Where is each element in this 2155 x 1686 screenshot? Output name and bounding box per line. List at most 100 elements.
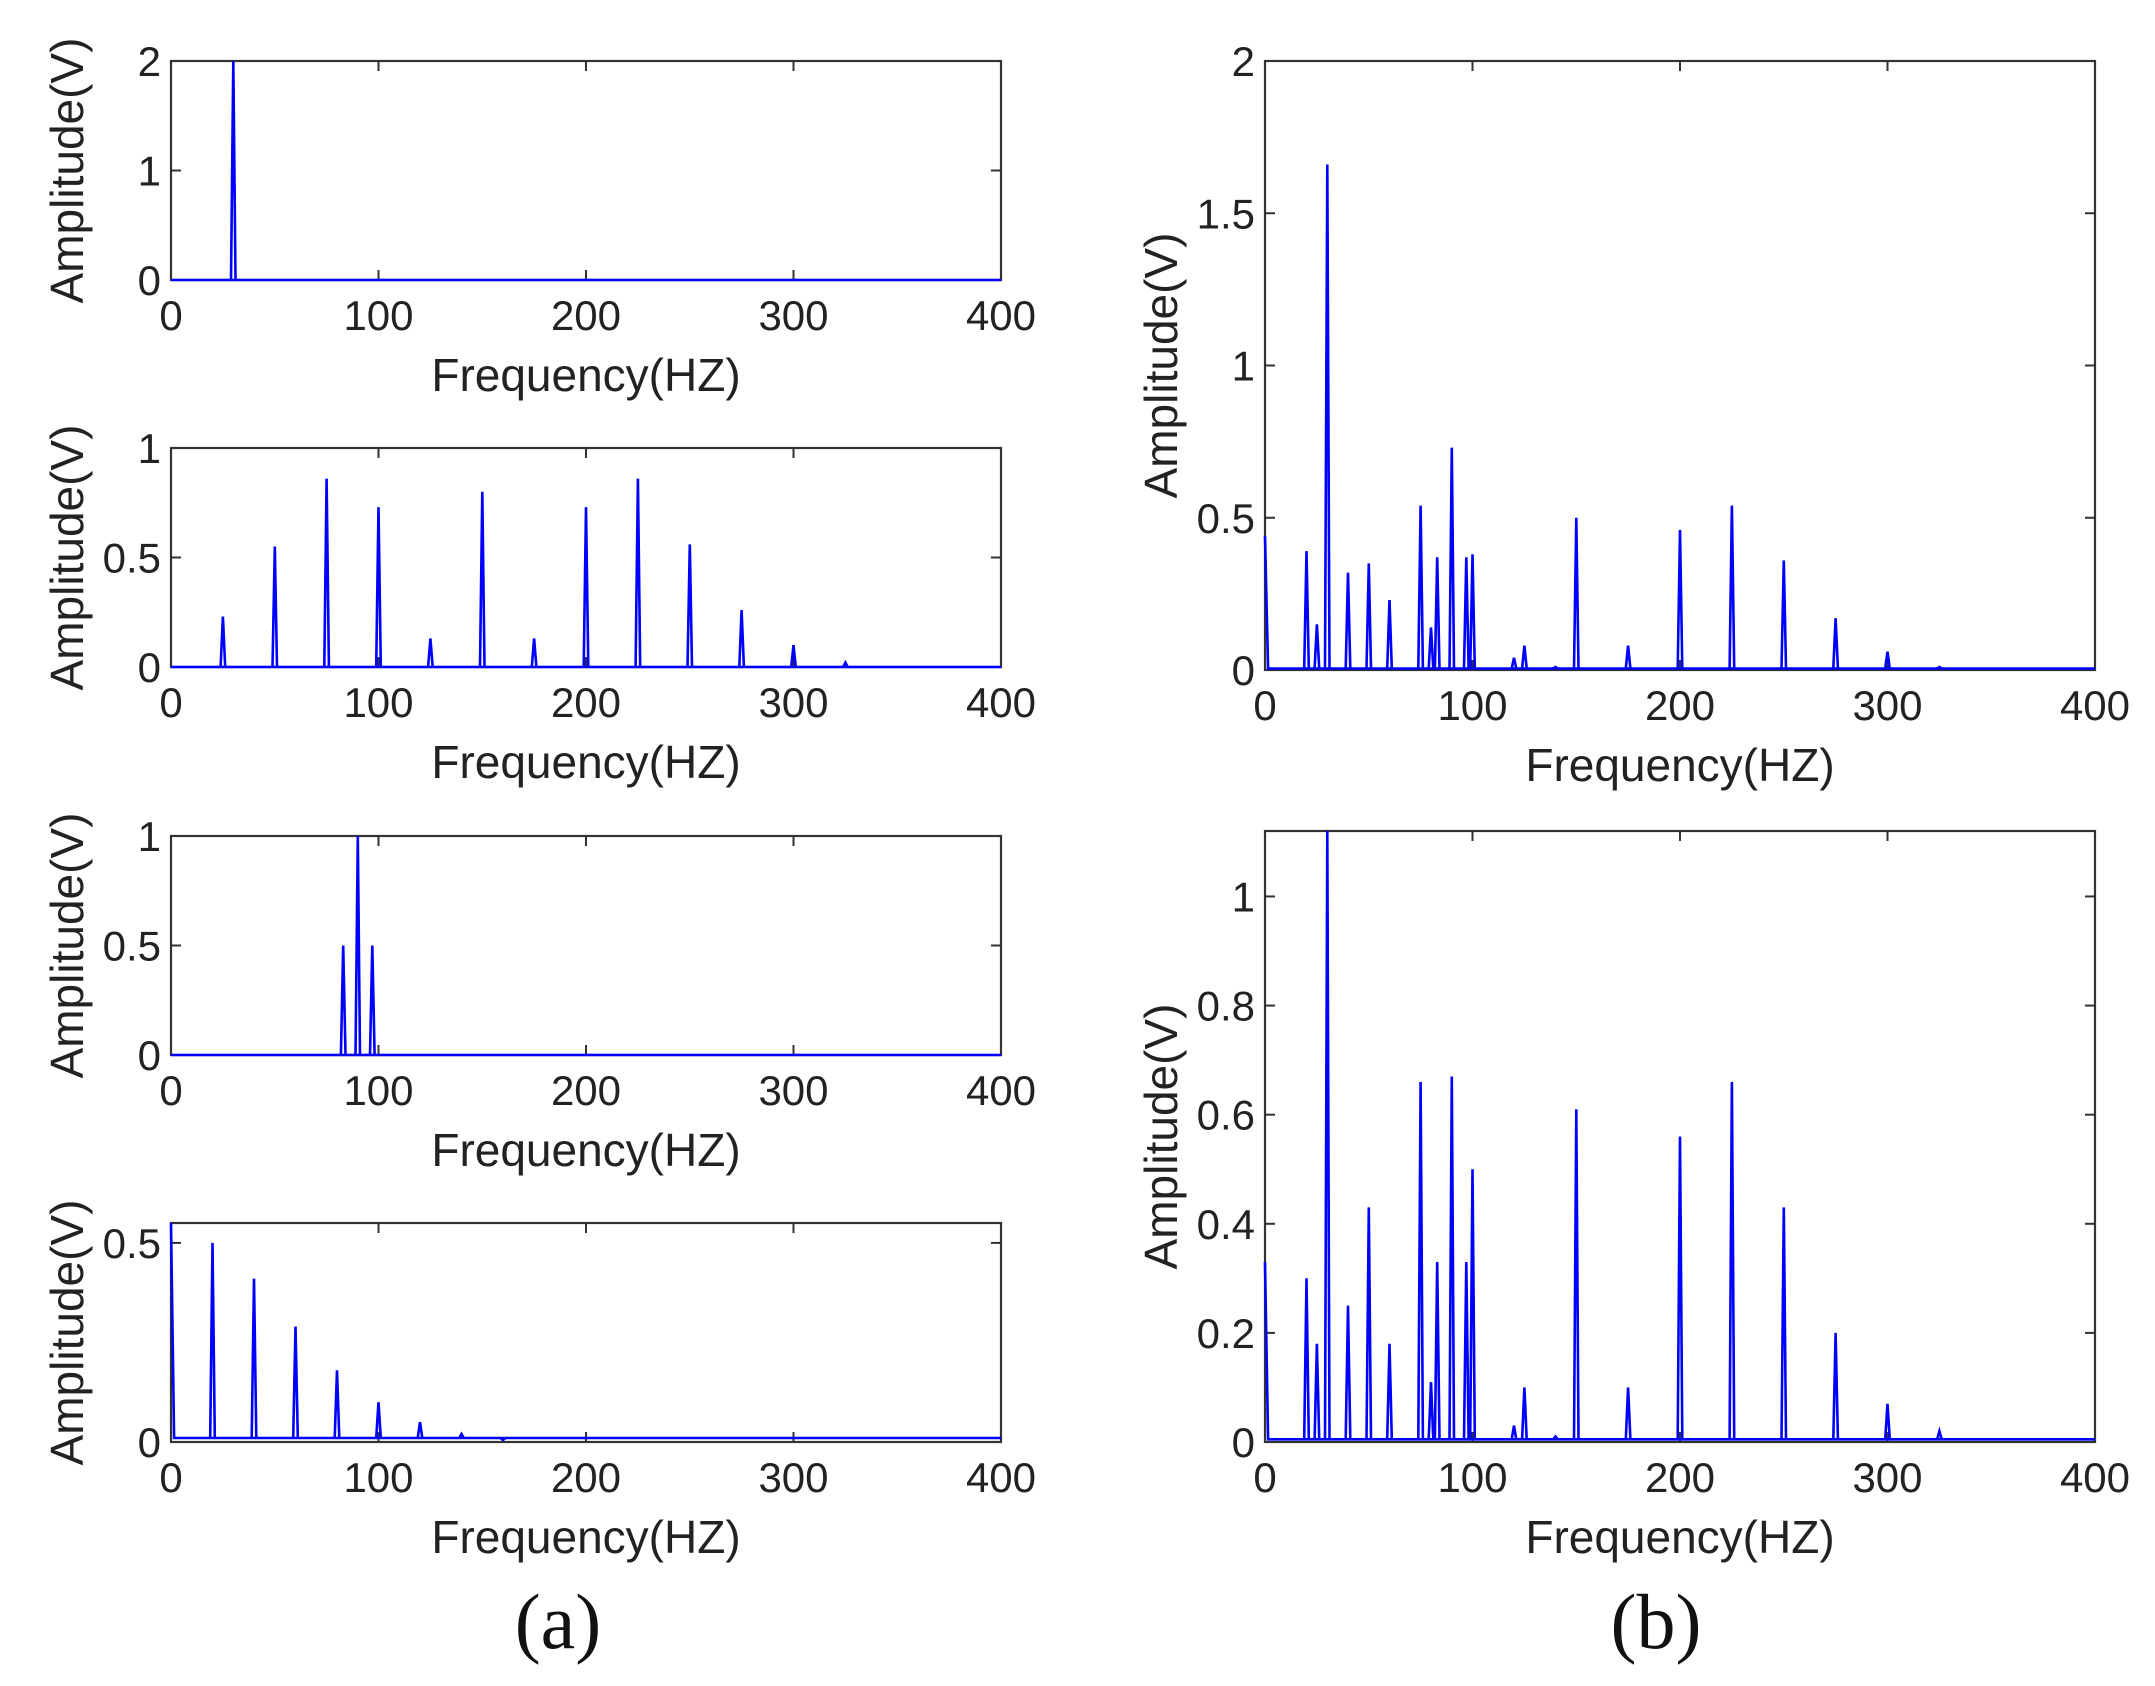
spectrum-peak xyxy=(1552,1434,1559,1441)
x-tick-label: 100 xyxy=(343,1067,413,1114)
x-tick-label: 300 xyxy=(758,1454,828,1501)
spectrum-peak xyxy=(416,1421,424,1439)
spectrum-peak xyxy=(1510,1425,1518,1440)
spectrum-peak xyxy=(1510,657,1518,669)
chart-a2: 0 100 200 300 400 0 0.5 1 Frequency(HZ) Amplitude… xyxy=(41,425,1036,788)
x-tick-label: 100 xyxy=(343,292,413,339)
y-tick-label: 1 xyxy=(138,425,161,472)
caption-a: (a) xyxy=(515,1578,602,1665)
plot-frame xyxy=(169,59,1003,282)
spectrum-peak xyxy=(1462,557,1470,669)
chart-a3: 0 100 200 300 400 0 0.5 1 Frequency(HZ) Amplitude… xyxy=(41,813,1036,1176)
spectrum-peak xyxy=(789,644,798,668)
spectrum-peak xyxy=(368,945,376,1056)
spectrum-peak xyxy=(1417,1081,1425,1440)
spectrum-peak xyxy=(1448,447,1456,669)
spectrum-peak xyxy=(1832,618,1840,669)
x-tick-label: 100 xyxy=(343,679,413,726)
spectrum-peak xyxy=(374,1402,383,1439)
y-tick-label: 0.2 xyxy=(1197,1310,1255,1357)
spectrum-baseline xyxy=(1263,535,2095,670)
spectrum-peak xyxy=(208,1242,217,1439)
spectrum-peak xyxy=(738,610,746,668)
chart-a4: 0 100 200 300 400 0 0.5 Frequency(HZ) Amplitude(… xyxy=(41,1200,1036,1563)
x-tick-label: 0 xyxy=(159,1454,182,1501)
spectrum-peak xyxy=(1433,557,1441,669)
spectrum-peak xyxy=(1883,651,1892,669)
spectrum-peak xyxy=(458,1431,465,1439)
x-tick-label: 0 xyxy=(159,1067,182,1114)
spectrum-peak xyxy=(582,507,590,668)
spectrum-peak xyxy=(1302,1278,1311,1440)
spectrum-peak xyxy=(1323,164,1331,669)
spectrum-peak xyxy=(1624,645,1632,669)
y-axis-label: Amplitude(V) xyxy=(41,1200,93,1466)
spectrum-peak xyxy=(426,638,434,668)
y-tick-label: 0.5 xyxy=(103,923,161,970)
spectrum-peak xyxy=(1780,560,1788,669)
y-tick-label: 1 xyxy=(138,813,161,860)
x-tick-label: 200 xyxy=(551,679,621,726)
x-tick-label: 300 xyxy=(758,679,828,726)
y-tick-label: 1 xyxy=(138,148,161,195)
spectrum-peak xyxy=(1552,665,1559,670)
spectrum-peak xyxy=(1520,1387,1528,1440)
spectrum-baseline xyxy=(169,1222,1001,1440)
spectrum-peak xyxy=(634,478,642,668)
spectrum-peak xyxy=(478,491,486,668)
spectrum-peak xyxy=(1323,830,1331,1440)
spectrum-peak xyxy=(841,659,849,668)
spectrum-peak xyxy=(291,1326,300,1439)
y-tick-label: 0.5 xyxy=(1197,495,1255,542)
y-axis-label: Amplitude(V) xyxy=(1135,233,1187,499)
spectrum-peak xyxy=(1572,1109,1580,1440)
x-tick-label: 400 xyxy=(966,292,1036,339)
spectrum-peak xyxy=(1427,1381,1435,1440)
y-tick-label: 0 xyxy=(138,257,161,304)
y-axis-label: Amplitude(V) xyxy=(41,425,93,691)
x-tick-label: 300 xyxy=(1852,682,1922,729)
y-tick-label: 0.5 xyxy=(103,1220,161,1267)
panel-group-a: 0 100 200 300 400012Frequency(HZ)Amplitude(V… xyxy=(41,38,1036,1563)
x-tick-label: 200 xyxy=(551,292,621,339)
y-tick-label: 2 xyxy=(138,38,161,85)
x-tick-label: 0 xyxy=(159,292,182,339)
x-axis-label: Frequency(HZ) xyxy=(1525,1511,1834,1563)
spectrum-peak xyxy=(1935,1426,1943,1440)
y-tick-label: 1 xyxy=(1232,873,1255,920)
y-tick-label: 0.5 xyxy=(103,535,161,582)
spectrum-peak xyxy=(1462,1261,1470,1440)
x-axis-label: Frequency(HZ) xyxy=(1525,739,1834,791)
spectrum-peak xyxy=(1313,1343,1321,1440)
spectrum-peak xyxy=(1433,1261,1441,1440)
spectrum-peak xyxy=(1832,1332,1840,1440)
panel-group-b: 0 100 200 300 40000.511.52Frequency(HZ)Ampli… xyxy=(1135,38,2130,1563)
spectrum-peak xyxy=(1344,1305,1352,1440)
spectrum-peak xyxy=(229,60,237,281)
x-tick-label: 300 xyxy=(758,292,828,339)
x-tick-label: 100 xyxy=(1437,1454,1507,1501)
y-axis-label: Amplitude(V) xyxy=(41,38,93,304)
chart-a1: 0 100 200 300 400 0 1 2 Frequency(HZ) Amplitude(V… xyxy=(41,38,1036,401)
y-tick-label: 0 xyxy=(1232,647,1255,694)
spectrum-peak xyxy=(1365,1207,1373,1440)
spectrum-peak xyxy=(1365,563,1373,669)
y-tick-label: 1 xyxy=(1232,343,1255,390)
spectrum-peak xyxy=(1468,1169,1477,1440)
x-tick-label: 200 xyxy=(551,1454,621,1501)
x-tick-label: 0 xyxy=(159,679,182,726)
x-axis-label: Frequency(HZ) xyxy=(431,736,740,788)
x-tick-label: 400 xyxy=(966,1067,1036,1114)
x-tick-label: 200 xyxy=(1645,1454,1715,1501)
spectrum-peak xyxy=(271,546,279,668)
y-axis-label: Amplitude(V) xyxy=(1135,1004,1187,1270)
spectrum-peak xyxy=(1936,665,1943,670)
spectrum-peak xyxy=(499,1437,507,1442)
x-tick-label: 300 xyxy=(1852,1454,1922,1501)
spectrum-peak xyxy=(1468,554,1477,669)
y-tick-label: 0.6 xyxy=(1197,1092,1255,1139)
y-tick-label: 0 xyxy=(138,1032,161,1079)
x-tick-label: 400 xyxy=(966,1454,1036,1501)
caption-b: (b) xyxy=(1611,1578,1702,1665)
x-tick-label: 400 xyxy=(2060,1454,2130,1501)
